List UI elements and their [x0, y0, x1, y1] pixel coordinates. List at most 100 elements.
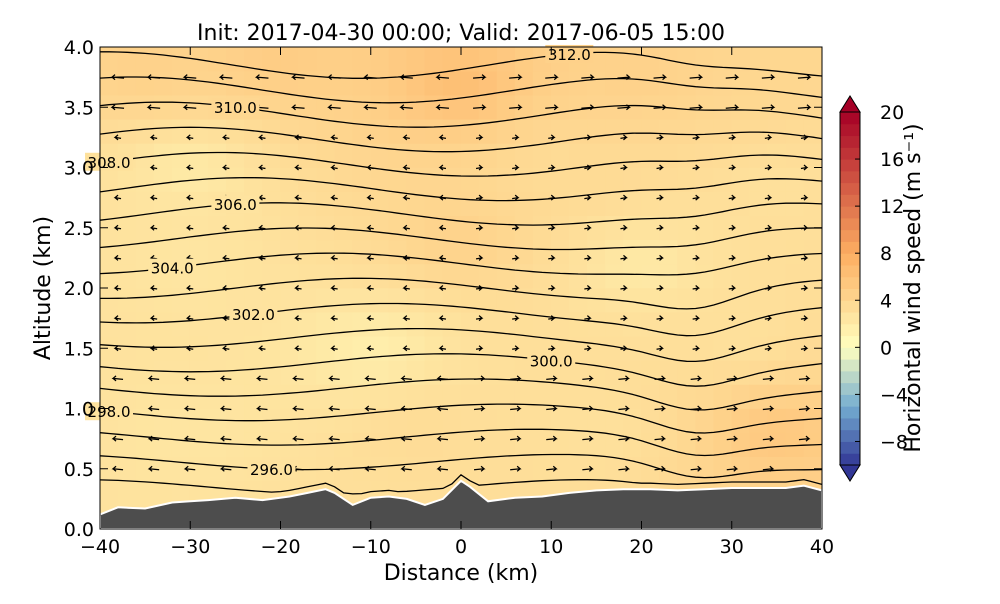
fill-cell	[605, 191, 624, 216]
wind-arrow	[185, 285, 194, 291]
wind-arrow	[402, 194, 410, 201]
fill-cell	[406, 167, 426, 192]
isentrope-301	[100, 327, 822, 363]
fill-cell	[334, 70, 353, 96]
fill-cell	[496, 456, 516, 482]
colorbar-band	[840, 253, 860, 266]
fill-cell	[731, 263, 751, 289]
fill-cell	[100, 239, 119, 265]
wind-arrow	[400, 405, 412, 412]
fill-cell	[460, 408, 480, 433]
x-tick-label: −40	[80, 536, 120, 558]
fill-cell	[316, 143, 335, 168]
fill-cell	[442, 384, 462, 409]
fill-cell	[587, 239, 606, 265]
fill-cell	[785, 94, 805, 120]
fill-cell	[388, 311, 408, 337]
colorbar-tick-label: 8	[880, 243, 892, 265]
wind-arrow	[618, 465, 630, 472]
fill-cell	[262, 191, 281, 216]
fill-cell	[388, 287, 408, 313]
wind-arrow	[800, 134, 809, 141]
fill-cell	[731, 287, 751, 313]
colorbar-tick-label: −8	[880, 431, 908, 453]
fill-cell	[171, 311, 191, 337]
fill-cell	[677, 239, 696, 265]
fill-cell	[767, 167, 787, 192]
wind-arrow	[366, 164, 374, 171]
fill-cell	[442, 119, 462, 144]
x-tick-label: −20	[260, 536, 300, 558]
fill-cell	[352, 263, 372, 289]
colorbar-band	[840, 335, 860, 348]
fill-cell	[478, 70, 498, 96]
fill-cell	[171, 215, 191, 241]
wind-arrow	[475, 315, 484, 322]
fill-cell	[731, 119, 751, 144]
fill-cell	[460, 215, 480, 241]
fill-cell	[587, 408, 606, 433]
y-tick-label: 0.5	[64, 459, 94, 481]
wind-arrow	[399, 104, 413, 111]
wind-arrow	[475, 285, 484, 291]
fill-cell	[569, 143, 588, 168]
wind-arrow	[798, 375, 811, 382]
fill-cell	[641, 47, 660, 72]
fill-cell	[189, 215, 209, 241]
fill-cell	[749, 263, 769, 289]
fill-cell	[587, 335, 606, 361]
wind-arrow	[149, 285, 158, 291]
fill-cell	[713, 119, 733, 144]
fill-cell	[226, 239, 245, 265]
colorbar-tick-label: 20	[880, 102, 904, 124]
fill-cell	[713, 384, 733, 409]
fill-cell	[352, 456, 372, 482]
fill-cell	[370, 287, 390, 313]
x-tick-label: 30	[720, 536, 744, 558]
fill-cell	[785, 335, 805, 361]
fill-cell	[713, 167, 733, 192]
fill-cell	[208, 287, 227, 313]
fill-cell	[135, 335, 155, 361]
fill-cell	[352, 94, 372, 120]
plot-area	[100, 47, 822, 529]
fill-cell	[641, 384, 660, 409]
wind-arrow	[653, 104, 668, 111]
fill-cell	[298, 384, 317, 409]
wind-arrow	[475, 254, 484, 261]
wind-arrow	[728, 315, 737, 322]
fill-cell	[641, 408, 660, 433]
colorbar-label: Horizontal wind speed (m s⁻¹)	[901, 123, 926, 452]
fill-cell	[623, 143, 642, 168]
wind-arrow	[656, 224, 664, 231]
wind-arrow	[366, 194, 374, 201]
fill-cell	[424, 191, 444, 216]
fill-cell	[100, 215, 119, 241]
wind-arrow	[147, 465, 160, 472]
fill-cell	[749, 432, 769, 457]
fill-cell	[767, 239, 787, 265]
fill-cell	[605, 335, 624, 361]
fill-cell	[605, 432, 624, 457]
wind-arrow	[764, 224, 773, 231]
fill-cell	[731, 143, 751, 168]
wind-arrow	[255, 375, 268, 382]
fill-cell	[623, 408, 642, 433]
fill-cell	[388, 94, 408, 120]
fill-cell	[100, 287, 119, 313]
fill-cell	[695, 70, 714, 96]
wind-arrow	[762, 465, 775, 472]
y-tick-label: 3.5	[64, 97, 94, 119]
fill-cell	[442, 456, 462, 482]
fill-cell	[496, 94, 516, 120]
fill-cell	[767, 215, 787, 241]
wind-arrow	[219, 375, 232, 382]
fill-cell	[262, 360, 281, 385]
fill-cell	[171, 47, 191, 72]
wind-arrow	[111, 435, 124, 442]
fill-cell	[532, 94, 552, 120]
fill-cell	[550, 287, 570, 313]
fill-cell	[262, 215, 281, 241]
wind-arrow	[402, 164, 410, 171]
